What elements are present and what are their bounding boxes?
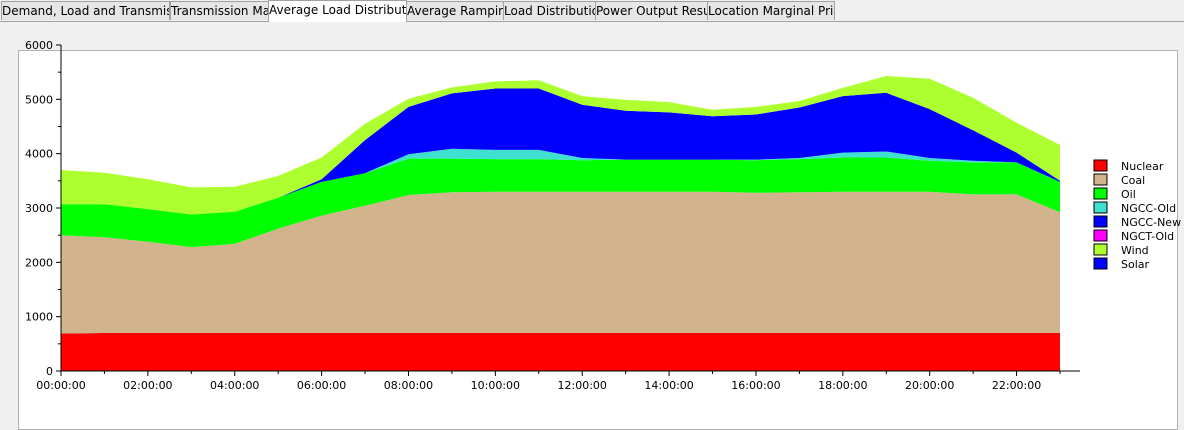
tab-demand-load-transmission[interactable]: Demand, Load and Transmission: [1, 1, 170, 20]
tab-location-marginal-prices[interactable]: Location Marginal Prices: [707, 1, 835, 20]
legend-label-oil: Oil: [1121, 188, 1136, 201]
legend-swatch-ngcc-old: [1093, 201, 1108, 214]
x-tick-label: 20:00:00: [905, 379, 954, 392]
y-tick-label: 1000: [25, 311, 53, 324]
area-coal: [61, 191, 1060, 334]
x-tick-label: 10:00:00: [471, 379, 520, 392]
tab-load-distribution[interactable]: Load Distribution: [503, 1, 596, 20]
legend-label-wind: Wind: [1121, 244, 1149, 257]
legend-label-ngct-old: NGCT-Old: [1121, 230, 1174, 243]
load-distribution-chart: 0 1000 2000 3000 4000 5000 6000 00:00:00 02:00:0…: [25, 39, 1181, 392]
x-tick-label: 16:00:00: [731, 379, 780, 392]
chart-areas: [61, 76, 1060, 371]
legend-label-solar: Solar: [1121, 258, 1150, 271]
y-tick-label: 3000: [25, 202, 53, 215]
tab-transmission-map[interactable]: Transmission Map: [170, 1, 269, 20]
area-nuclear: [61, 333, 1060, 371]
legend-label-ngcc-old: NGCC-Old: [1121, 202, 1176, 215]
tab-average-load-distribution[interactable]: Average Load Distribution: [268, 0, 407, 22]
x-tick-label: 18:00:00: [818, 379, 867, 392]
y-tick-label: 0: [46, 365, 53, 378]
area-oil: [61, 157, 1060, 248]
x-tick-label: 00:00:00: [36, 379, 85, 392]
chart-axes: 0 1000 2000 3000 4000 5000 6000 00:00:00 02:00:0…: [25, 39, 1080, 392]
legend-swatch-wind: [1093, 243, 1108, 256]
chart-legend: NuclearCoalOilNGCC-OldNGCC-NewNGCT-OldWi…: [1093, 159, 1181, 271]
x-tick-label: 22:00:00: [992, 379, 1041, 392]
x-tick-label: 08:00:00: [384, 379, 433, 392]
x-tick-label: 12:00:00: [558, 379, 607, 392]
legend-swatch-solar: [1093, 257, 1108, 270]
area-wind: [61, 76, 1060, 215]
legend-swatch-oil: [1093, 187, 1108, 200]
x-tick-label: 02:00:00: [123, 379, 172, 392]
y-tick-label: 2000: [25, 256, 53, 269]
x-tick-label: 04:00:00: [210, 379, 259, 392]
legend-swatch-ngcc-new: [1093, 215, 1108, 228]
area-ngcc-new: [61, 88, 1060, 215]
tab-power-output-result[interactable]: Power Output Result: [595, 1, 708, 20]
y-tick-label: 6000: [25, 39, 53, 52]
legend-label-nuclear: Nuclear: [1121, 160, 1164, 173]
legend-label-ngcc-new: NGCC-New: [1121, 216, 1181, 229]
legend-swatch-coal: [1093, 173, 1108, 186]
y-tick-label: 4000: [25, 148, 53, 161]
x-tick-label: 14:00:00: [644, 379, 693, 392]
legend-label-coal: Coal: [1121, 174, 1145, 187]
tab-bar: Demand, Load and Transmission Transmissi…: [0, 0, 1184, 22]
x-tick-label: 06:00:00: [297, 379, 346, 392]
legend-swatch-nuclear: [1093, 159, 1108, 172]
y-tick-label: 5000: [25, 93, 53, 106]
legend-swatch-ngct-old: [1093, 229, 1108, 242]
